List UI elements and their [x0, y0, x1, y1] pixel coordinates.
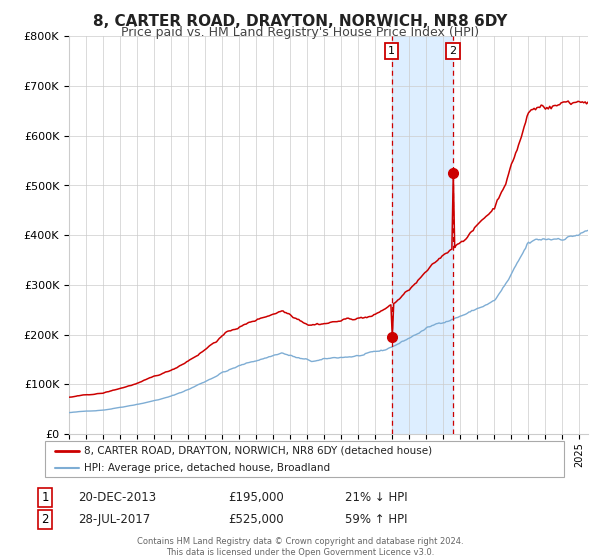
Text: 21% ↓ HPI: 21% ↓ HPI	[345, 491, 407, 504]
Text: 1: 1	[41, 491, 49, 504]
Text: 2: 2	[449, 46, 457, 57]
FancyBboxPatch shape	[45, 441, 564, 477]
Text: Price paid vs. HM Land Registry's House Price Index (HPI): Price paid vs. HM Land Registry's House …	[121, 26, 479, 39]
Text: HPI: Average price, detached house, Broadland: HPI: Average price, detached house, Broa…	[84, 463, 330, 473]
Text: 59% ↑ HPI: 59% ↑ HPI	[345, 512, 407, 526]
Text: 28-JUL-2017: 28-JUL-2017	[78, 512, 150, 526]
Text: 20-DEC-2013: 20-DEC-2013	[78, 491, 156, 504]
Text: 2: 2	[41, 512, 49, 526]
Text: Contains HM Land Registry data © Crown copyright and database right 2024.: Contains HM Land Registry data © Crown c…	[137, 537, 463, 546]
Text: 8, CARTER ROAD, DRAYTON, NORWICH, NR8 6DY: 8, CARTER ROAD, DRAYTON, NORWICH, NR8 6D…	[93, 14, 507, 29]
Text: £195,000: £195,000	[228, 491, 284, 504]
Text: This data is licensed under the Open Government Licence v3.0.: This data is licensed under the Open Gov…	[166, 548, 434, 557]
Bar	[392, 36, 453, 434]
Text: £525,000: £525,000	[228, 512, 284, 526]
Text: 1: 1	[388, 46, 395, 57]
Text: 8, CARTER ROAD, DRAYTON, NORWICH, NR8 6DY (detached house): 8, CARTER ROAD, DRAYTON, NORWICH, NR8 6D…	[84, 446, 432, 456]
